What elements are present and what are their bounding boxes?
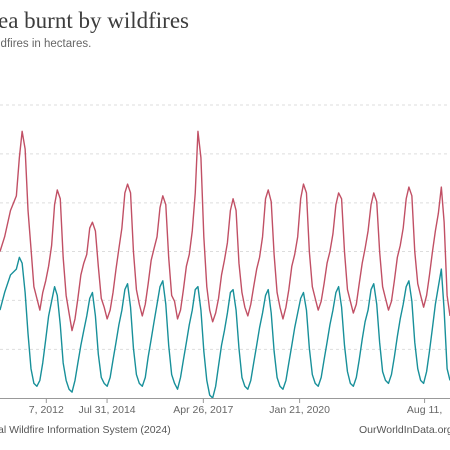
source-note: al Wildfire Information System (2024) — [0, 424, 171, 436]
chart-title: ea burnt by wildfires — [0, 8, 189, 33]
x-tick-label-1: Jul 31, 2014 — [78, 404, 135, 416]
x-tick-label-3: Jan 21, 2020 — [269, 404, 330, 416]
line-chart: 7, 2012 Jul 31, 2014 Apr 26, 2017 Jan 21, 2… — [0, 104, 450, 416]
series-line-upper — [0, 130, 450, 332]
series-lines — [0, 130, 450, 399]
x-tick-label-4: Aug 11, — [407, 404, 442, 416]
x-axis: 7, 2012 Jul 31, 2014 Apr 26, 2017 Jan 21, 2… — [0, 398, 450, 416]
x-tick-label-2: Apr 26, 2017 — [173, 404, 233, 416]
x-tick-label-0: 7, 2012 — [29, 404, 64, 416]
gridlines — [0, 104, 450, 350]
chart-subtitle: ldfires in hectares. — [0, 38, 92, 50]
series-line-lower — [0, 256, 450, 399]
owid-link[interactable]: OurWorldInData.org — [359, 424, 450, 436]
